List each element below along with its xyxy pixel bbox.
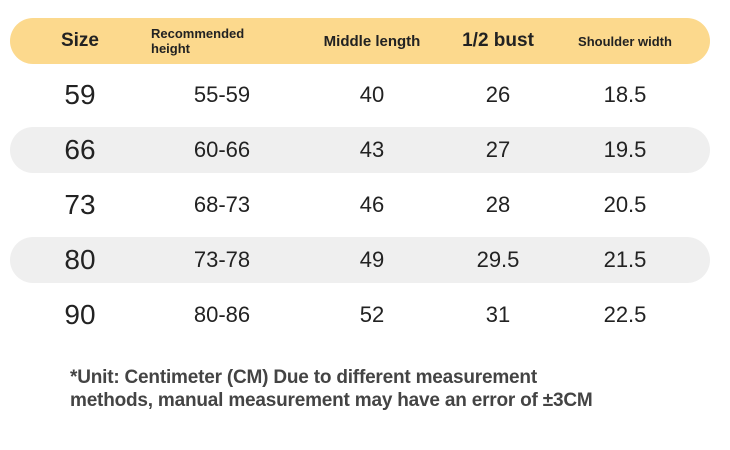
cell-shoulder-width: 20.5 bbox=[603, 192, 647, 217]
cell-recommended-height: 55-59 bbox=[193, 82, 251, 107]
table-row: 90 80-86 52 31 22.5 bbox=[10, 292, 710, 338]
table-row: 73 68-73 46 28 20.5 bbox=[10, 182, 710, 228]
cell-half-bust: 26 bbox=[485, 82, 511, 107]
cell-shoulder-width: 22.5 bbox=[603, 302, 647, 327]
cell-size: 73 bbox=[64, 189, 96, 220]
cell-middle-length: 46 bbox=[359, 192, 385, 217]
table-row: 59 55-59 40 26 18.5 bbox=[10, 72, 710, 118]
cell-size: 59 bbox=[64, 79, 96, 110]
header-shoulder-width: Shoulder width bbox=[578, 33, 672, 49]
cell-shoulder-width: 21.5 bbox=[603, 247, 647, 272]
cell-size: 80 bbox=[64, 244, 96, 275]
cell-shoulder-width: 19.5 bbox=[603, 137, 647, 162]
cell-half-bust: 27 bbox=[485, 137, 511, 162]
cell-half-bust: 31 bbox=[485, 302, 511, 327]
cell-half-bust: 29.5 bbox=[476, 247, 520, 272]
cell-shoulder-width: 18.5 bbox=[603, 82, 647, 107]
table-row: 80 73-78 49 29.5 21.5 bbox=[10, 237, 710, 283]
header-half-bust: 1/2 bust bbox=[462, 30, 534, 51]
cell-size: 66 bbox=[64, 134, 96, 165]
measurement-note: *Unit: Centimeter (CM) Due to different … bbox=[70, 366, 710, 412]
cell-middle-length: 43 bbox=[359, 137, 385, 162]
note-line-2: methods, manual measurement may have an … bbox=[70, 390, 593, 411]
table-header: Size Recommended height Middle length 1/… bbox=[10, 18, 710, 64]
cell-size: 90 bbox=[64, 299, 96, 330]
cell-recommended-height: 60-66 bbox=[193, 137, 251, 162]
cell-middle-length: 49 bbox=[359, 247, 385, 272]
header-middle-length: Middle length bbox=[323, 32, 421, 50]
cell-recommended-height: 73-78 bbox=[193, 247, 251, 272]
cell-half-bust: 28 bbox=[485, 192, 511, 217]
note-line-1: *Unit: Centimeter (CM) Due to different … bbox=[70, 367, 537, 388]
cell-middle-length: 40 bbox=[359, 82, 385, 107]
cell-recommended-height: 68-73 bbox=[193, 192, 251, 217]
cell-middle-length: 52 bbox=[359, 302, 385, 327]
table-row: 66 60-66 43 27 19.5 bbox=[10, 127, 710, 173]
cell-recommended-height: 80-86 bbox=[193, 302, 251, 327]
header-size: Size bbox=[60, 30, 100, 51]
header-recommended-height: Recommended height bbox=[151, 26, 245, 56]
